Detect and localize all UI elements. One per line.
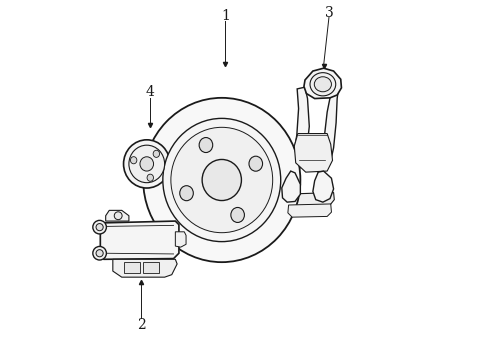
Ellipse shape	[310, 73, 336, 96]
Ellipse shape	[114, 212, 122, 220]
Polygon shape	[291, 87, 309, 173]
Ellipse shape	[180, 186, 194, 201]
Polygon shape	[282, 171, 300, 202]
Text: 1: 1	[221, 9, 230, 23]
Polygon shape	[283, 193, 334, 206]
Ellipse shape	[163, 118, 281, 242]
Text: 4: 4	[146, 85, 155, 99]
Text: 2: 2	[137, 318, 146, 332]
Polygon shape	[313, 171, 334, 202]
Ellipse shape	[129, 145, 165, 183]
Polygon shape	[143, 262, 159, 273]
Ellipse shape	[93, 220, 106, 234]
Ellipse shape	[202, 159, 242, 201]
Polygon shape	[100, 221, 179, 259]
Ellipse shape	[123, 140, 170, 188]
Ellipse shape	[96, 249, 103, 257]
Text: 3: 3	[324, 6, 333, 20]
Ellipse shape	[130, 157, 137, 164]
Polygon shape	[294, 134, 333, 172]
Polygon shape	[288, 204, 331, 217]
Ellipse shape	[93, 247, 106, 260]
Polygon shape	[123, 262, 140, 273]
Ellipse shape	[171, 127, 272, 233]
Ellipse shape	[231, 207, 245, 222]
Ellipse shape	[147, 174, 153, 181]
Ellipse shape	[140, 157, 153, 171]
Ellipse shape	[314, 77, 331, 92]
Ellipse shape	[199, 138, 213, 153]
Ellipse shape	[249, 156, 263, 171]
Polygon shape	[175, 232, 186, 247]
Ellipse shape	[153, 150, 160, 157]
Polygon shape	[318, 88, 339, 173]
Polygon shape	[113, 259, 177, 277]
Ellipse shape	[96, 224, 103, 231]
Polygon shape	[304, 68, 342, 99]
Polygon shape	[106, 210, 129, 221]
Ellipse shape	[143, 98, 300, 262]
